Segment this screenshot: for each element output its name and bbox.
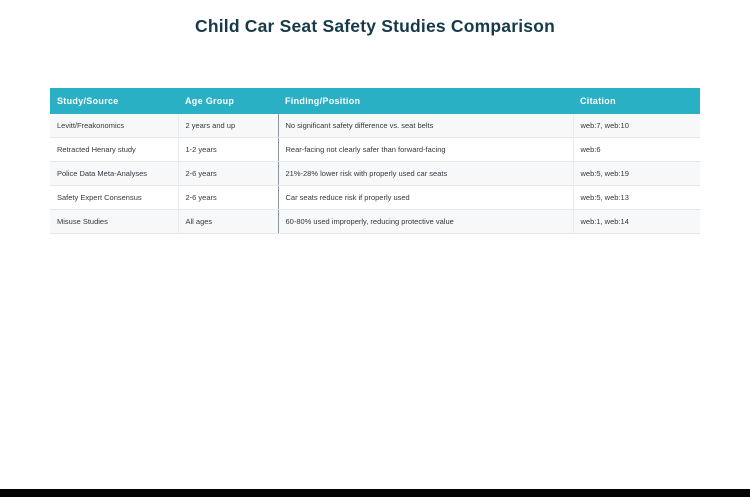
table-cell-finding: No significant safety difference vs. sea… bbox=[277, 114, 573, 138]
column-header-age-group: Age Group bbox=[178, 88, 278, 114]
table-cell-finding: Car seats reduce risk if properly used bbox=[277, 185, 573, 210]
table-body: Levitt/Freakonomics 2 years and up No sign… bbox=[50, 114, 700, 234]
table-cell-citation: web:5, web:19 bbox=[572, 161, 700, 186]
table-cell-citation: web:7, web:10 bbox=[572, 114, 700, 138]
table-cell-study: Levitt/Freakonomics bbox=[50, 114, 178, 138]
table-header: Study/Source Age Group Finding/Position Cit… bbox=[50, 88, 700, 114]
table-row: Misuse Studies All ages 60-80% used improp… bbox=[50, 209, 700, 234]
column-header-citation: Citation bbox=[573, 88, 700, 114]
table-row: Retracted Henary study 1-2 years Rear-faci… bbox=[50, 137, 700, 162]
table-row: Police Data Meta-Analyses 2-6 years 21%-28… bbox=[50, 161, 700, 186]
column-header-finding-position: Finding/Position bbox=[278, 88, 573, 114]
table-cell-age-group: All ages bbox=[177, 209, 278, 234]
table-cell-age-group: 2 years and up bbox=[177, 114, 278, 138]
table-cell-finding: 60-80% used improperly, reducing protect… bbox=[277, 209, 573, 234]
table-row: Safety Expert Consensus 2-6 years Car seat… bbox=[50, 185, 700, 210]
table-cell-age-group: 2-6 years bbox=[177, 185, 278, 210]
table-cell-study: Safety Expert Consensus bbox=[50, 185, 178, 210]
table-cell-citation: web:1, web:14 bbox=[572, 209, 700, 234]
table-cell-citation: web:6 bbox=[572, 137, 700, 162]
table-cell-finding: Rear-facing not clearly safer than forwa… bbox=[277, 137, 573, 162]
table-cell-study: Retracted Henary study bbox=[50, 137, 178, 162]
column-header-study-source: Study/Source bbox=[50, 88, 178, 114]
page-title: Child Car Seat Safety Studies Comparison bbox=[194, 16, 556, 36]
table-row: Levitt/Freakonomics 2 years and up No sign… bbox=[50, 114, 700, 138]
table-cell-study: Police Data Meta-Analyses bbox=[50, 161, 178, 186]
table-cell-age-group: 1-2 years bbox=[177, 137, 278, 162]
table-cell-study: Misuse Studies bbox=[50, 209, 178, 234]
table-header-row: Study/Source Age Group Finding/Position Cit… bbox=[50, 88, 700, 114]
table-cell-age-group: 2-6 years bbox=[177, 161, 278, 186]
table-cell-citation: web:5, web:13 bbox=[572, 185, 700, 210]
studies-comparison-table: Study/Source Age Group Finding/Position Cit… bbox=[50, 88, 700, 234]
window-bottom-edge bbox=[0, 489, 750, 497]
table-cell-finding: 21%-28% lower risk with properly used ca… bbox=[277, 161, 573, 186]
